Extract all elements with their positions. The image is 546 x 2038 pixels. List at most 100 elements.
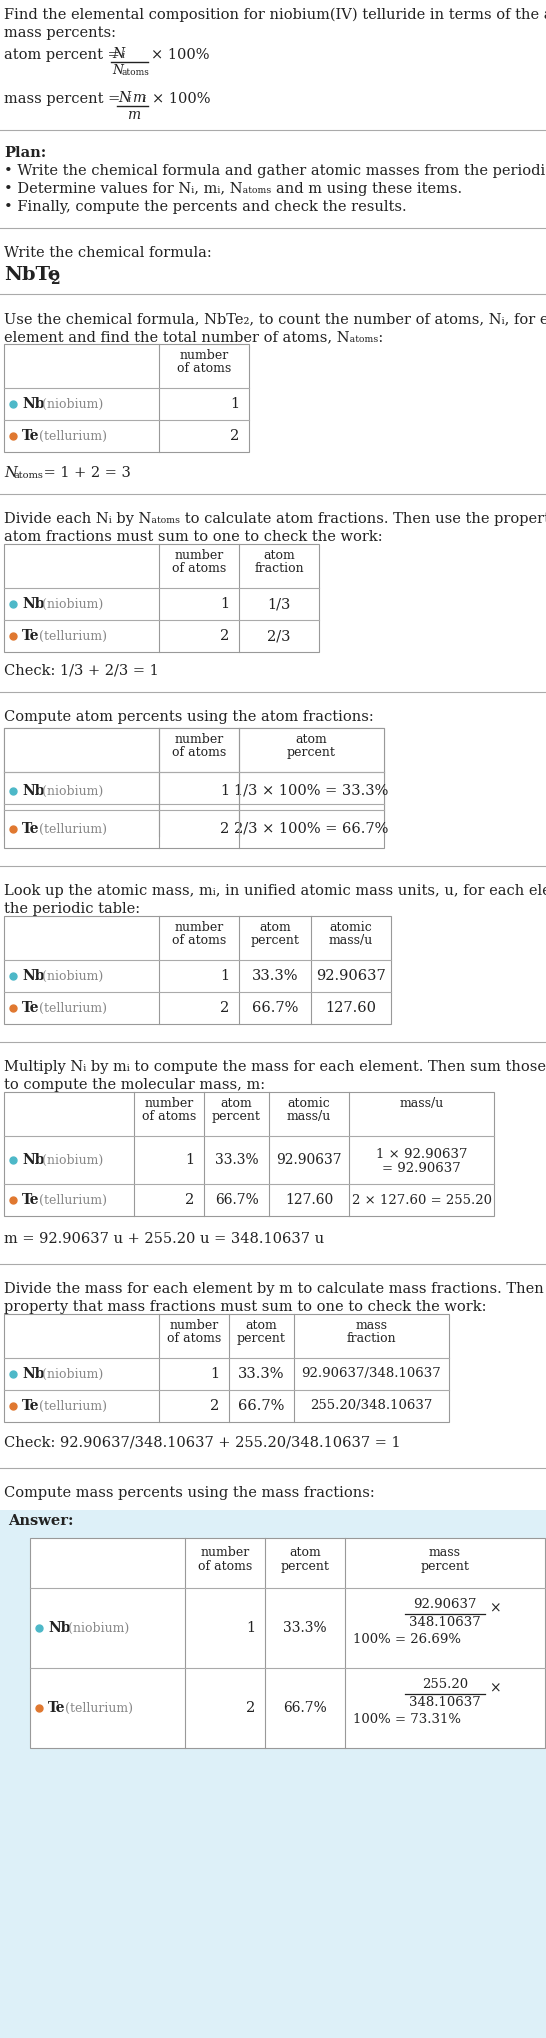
Text: Nb: Nb — [22, 397, 45, 412]
Text: 1/3 × 100% = 33.3%: 1/3 × 100% = 33.3% — [234, 785, 389, 799]
Text: 33.3%: 33.3% — [252, 968, 298, 982]
Text: 33.3%: 33.3% — [215, 1154, 258, 1168]
Text: 1: 1 — [210, 1367, 219, 1382]
Text: mass: mass — [429, 1547, 461, 1559]
Text: 66.7%: 66.7% — [252, 1001, 298, 1015]
Text: 255.20/348.10637: 255.20/348.10637 — [310, 1400, 432, 1412]
Text: number: number — [174, 734, 224, 746]
Text: i: i — [127, 96, 130, 104]
Text: (tellurium): (tellurium) — [61, 1702, 133, 1714]
Text: Look up the atomic mass, mᵢ, in unified atomic mass units, u, for each element i: Look up the atomic mass, mᵢ, in unified … — [4, 884, 546, 899]
FancyBboxPatch shape — [30, 1539, 545, 1749]
FancyBboxPatch shape — [4, 1092, 494, 1217]
Text: atoms: atoms — [121, 67, 149, 77]
FancyBboxPatch shape — [4, 915, 391, 1023]
Text: = 1 + 2 = 3: = 1 + 2 = 3 — [39, 467, 131, 481]
Text: Compute atom percents using the atom fractions:: Compute atom percents using the atom fra… — [4, 709, 374, 723]
Text: mass/u: mass/u — [399, 1096, 443, 1111]
Text: NbTe: NbTe — [4, 267, 60, 283]
Text: to compute the molecular mass, m:: to compute the molecular mass, m: — [4, 1078, 265, 1092]
Text: • Determine values for Nᵢ, mᵢ, Nₐₜₒₘₛ and m using these items.: • Determine values for Nᵢ, mᵢ, Nₐₜₒₘₛ an… — [4, 181, 462, 196]
Text: of atoms: of atoms — [167, 1333, 221, 1345]
Text: number: number — [174, 734, 224, 746]
Text: Te: Te — [22, 1192, 39, 1206]
Text: N: N — [4, 467, 17, 481]
Text: 1: 1 — [246, 1620, 255, 1634]
Text: Nb: Nb — [22, 785, 45, 799]
Text: m: m — [127, 108, 140, 122]
Text: 2: 2 — [219, 821, 229, 836]
Text: number: number — [144, 1096, 194, 1111]
Text: Te: Te — [22, 430, 39, 442]
Text: (tellurium): (tellurium) — [35, 1194, 107, 1206]
Text: percent: percent — [287, 746, 336, 758]
Text: of atoms: of atoms — [142, 1111, 196, 1123]
Text: × 100%: × 100% — [152, 92, 211, 106]
Text: m: m — [132, 92, 145, 106]
Text: Write the chemical formula:: Write the chemical formula: — [4, 247, 212, 261]
Text: 348.10637: 348.10637 — [409, 1696, 481, 1710]
Text: percent: percent — [237, 1333, 286, 1345]
Text: of atoms: of atoms — [172, 746, 226, 758]
Text: Multiply Nᵢ by mᵢ to compute the mass for each element. Then sum those values: Multiply Nᵢ by mᵢ to compute the mass fo… — [4, 1060, 546, 1074]
Text: 33.3%: 33.3% — [238, 1367, 285, 1382]
Text: atom fractions must sum to one to check the work:: atom fractions must sum to one to check … — [4, 530, 383, 544]
FancyBboxPatch shape — [4, 1315, 449, 1423]
Text: i: i — [121, 51, 124, 59]
Text: ×: × — [489, 1681, 501, 1696]
Text: of atoms: of atoms — [177, 363, 231, 375]
Text: (niobium): (niobium) — [38, 970, 103, 982]
Text: fraction: fraction — [254, 562, 304, 575]
Text: m = 92.90637 u + 255.20 u = 348.10637 u: m = 92.90637 u + 255.20 u = 348.10637 u — [4, 1233, 324, 1245]
Text: 2: 2 — [246, 1702, 255, 1716]
Text: number: number — [174, 921, 224, 933]
Text: 92.90637/348.10637: 92.90637/348.10637 — [301, 1367, 441, 1380]
Text: atom: atom — [289, 1547, 321, 1559]
Text: (tellurium): (tellurium) — [35, 823, 107, 836]
Text: property that mass fractions must sum to one to check the work:: property that mass fractions must sum to… — [4, 1300, 486, 1315]
Text: percent: percent — [212, 1111, 261, 1123]
Text: 2: 2 — [185, 1192, 194, 1206]
Text: 92.90637: 92.90637 — [316, 968, 386, 982]
Text: 127.60: 127.60 — [325, 1001, 377, 1015]
Text: Te: Te — [48, 1702, 66, 1716]
Text: 66.7%: 66.7% — [215, 1192, 258, 1206]
Text: Check: 92.90637/348.10637 + 255.20/348.10637 = 1: Check: 92.90637/348.10637 + 255.20/348.1… — [4, 1437, 401, 1449]
Text: number: number — [174, 548, 224, 562]
Text: 1: 1 — [230, 397, 239, 412]
Text: Use the chemical formula, NbTe₂, to count the number of atoms, Nᵢ, for each: Use the chemical formula, NbTe₂, to coun… — [4, 312, 546, 326]
Text: 2/3: 2/3 — [267, 630, 291, 644]
Text: percent: percent — [287, 746, 336, 758]
Text: (niobium): (niobium) — [38, 1367, 103, 1380]
Text: atom: atom — [295, 734, 328, 746]
Text: Divide the mass for each element by m to calculate mass fractions. Then use the: Divide the mass for each element by m to… — [4, 1282, 546, 1296]
Text: percent: percent — [251, 933, 299, 948]
Text: Nb: Nb — [22, 597, 45, 611]
Text: Nb: Nb — [22, 1367, 45, 1382]
Text: • Write the chemical formula and gather atomic masses from the periodic table.: • Write the chemical formula and gather … — [4, 163, 546, 177]
Text: Answer:: Answer: — [8, 1514, 74, 1528]
Text: atom: atom — [246, 1319, 277, 1333]
Text: 92.90637: 92.90637 — [413, 1598, 477, 1610]
FancyBboxPatch shape — [4, 728, 384, 848]
Text: Compute mass percents using the mass fractions:: Compute mass percents using the mass fra… — [4, 1486, 375, 1500]
Text: atom: atom — [221, 1096, 252, 1111]
Text: of atoms: of atoms — [172, 562, 226, 575]
Text: (tellurium): (tellurium) — [35, 630, 107, 642]
Text: of atoms: of atoms — [172, 746, 226, 758]
Text: i: i — [142, 96, 145, 104]
Text: 255.20: 255.20 — [422, 1677, 468, 1692]
Text: number: number — [200, 1547, 250, 1559]
Text: × 100%: × 100% — [151, 49, 210, 61]
FancyBboxPatch shape — [4, 344, 249, 452]
Text: 92.90637: 92.90637 — [276, 1154, 342, 1168]
Text: 66.7%: 66.7% — [283, 1702, 327, 1716]
Text: = 92.90637: = 92.90637 — [382, 1162, 461, 1176]
Text: number: number — [180, 348, 229, 363]
Text: ×: × — [489, 1602, 501, 1616]
Text: 2 × 127.60 = 255.20: 2 × 127.60 = 255.20 — [352, 1194, 491, 1206]
Text: 100% = 26.69%: 100% = 26.69% — [353, 1632, 461, 1647]
Text: Nb: Nb — [48, 1620, 70, 1634]
Text: 66.7%: 66.7% — [238, 1398, 284, 1412]
Text: 2: 2 — [219, 1001, 229, 1015]
